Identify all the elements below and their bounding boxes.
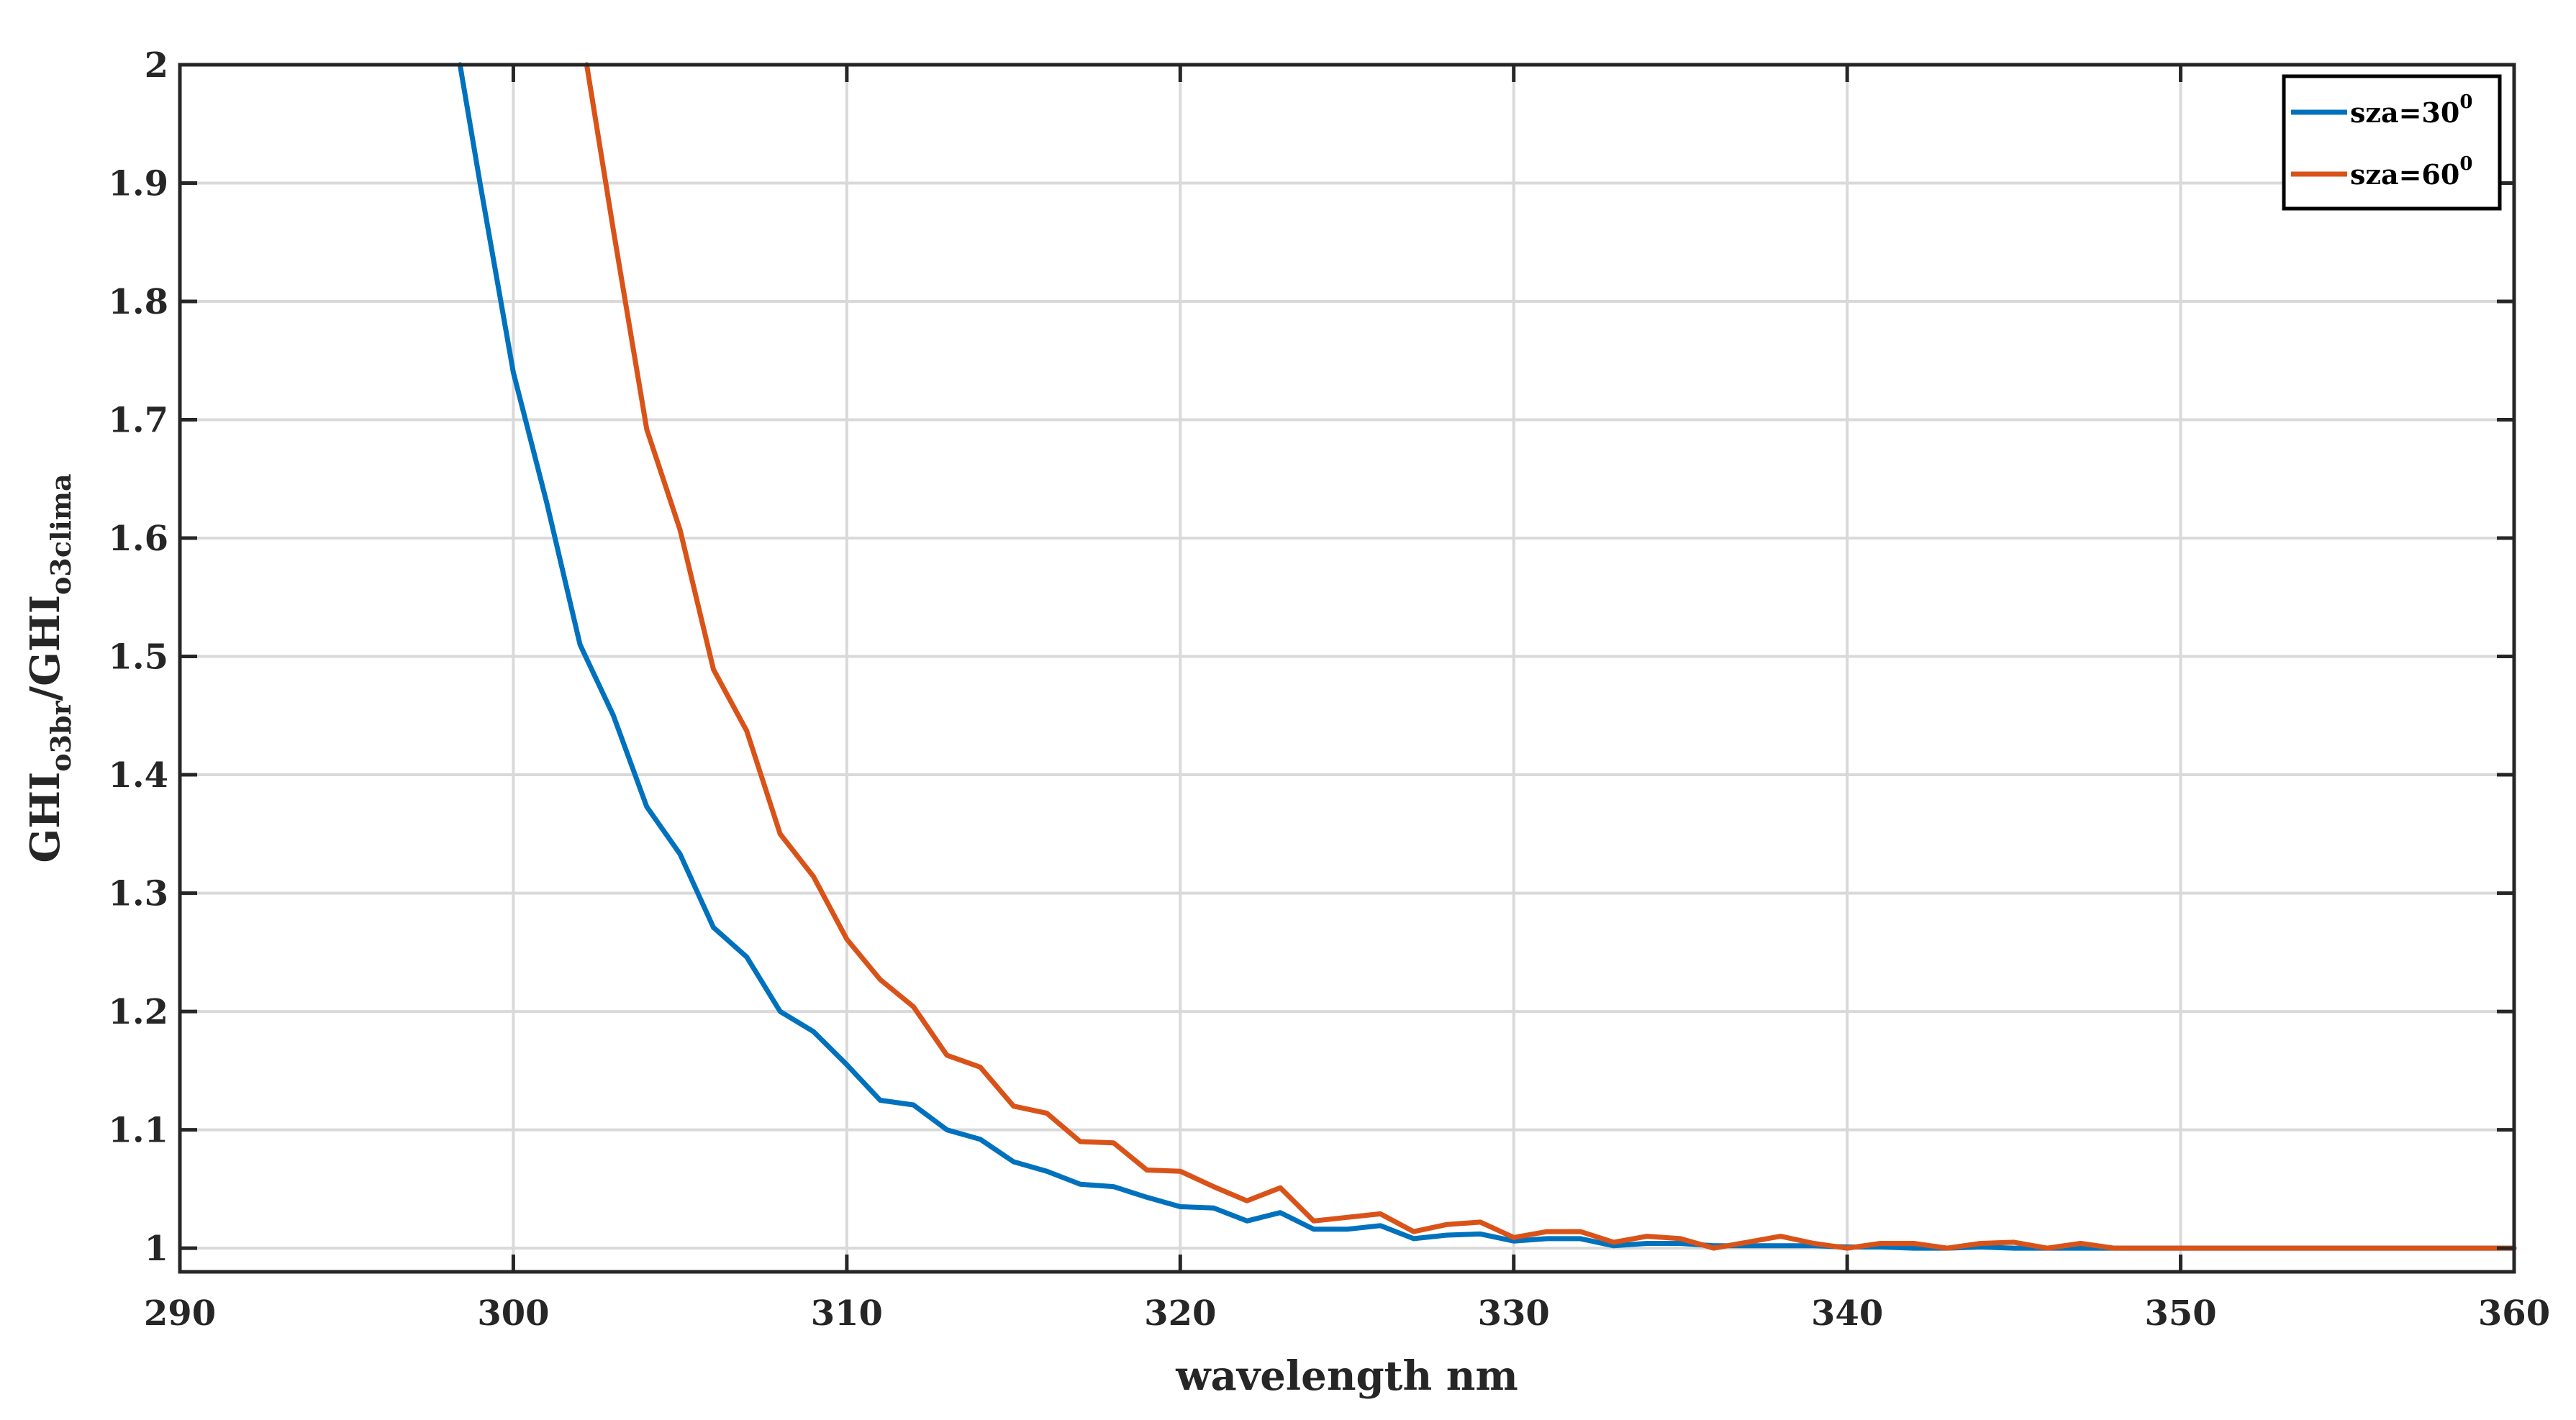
legend-label-sza30: sza=300 xyxy=(2350,91,2472,129)
x-tick-label: 360 xyxy=(2478,1293,2550,1334)
y-tick-label: 2 xyxy=(145,45,168,86)
ticks xyxy=(178,63,2516,1272)
x-tick-labels: 290 300 310 320 330 340 350 360 xyxy=(144,1293,2550,1334)
series-layer xyxy=(457,62,2517,1251)
x-tick-label: 350 xyxy=(2144,1293,2216,1334)
x-tick-label: 340 xyxy=(1811,1293,1883,1334)
y-axis-title-sub1: o3br xyxy=(45,700,77,771)
x-axis-title: wavelength nm xyxy=(1175,1352,1518,1400)
y-tick-labels: 1 1.1 1.2 1.3 1.4 1.5 1.6 1.7 1.8 1.9 2 xyxy=(108,45,168,1269)
y-tick-label: 1.7 xyxy=(108,401,168,441)
y-axis-title: GHIo3br/GHIo3clima xyxy=(22,473,77,863)
legend-label-sza60-sup: 0 xyxy=(2459,153,2472,175)
legend: sza=300 sza=600 xyxy=(2282,74,2502,211)
x-tick-label: 330 xyxy=(1478,1293,1550,1334)
x-tick-label: 300 xyxy=(477,1293,549,1334)
y-tick-label: 1.3 xyxy=(108,874,168,914)
y-tick-label: 1 xyxy=(145,1229,168,1269)
y-axis-title-sep: /GHI xyxy=(22,595,69,701)
legend-box xyxy=(2282,74,2502,211)
y-tick-label: 1.9 xyxy=(108,164,168,204)
y-tick-label: 1.4 xyxy=(108,755,168,796)
y-axis-title-main: GHI xyxy=(22,772,69,863)
legend-label-sza60-text: sza=60 xyxy=(2350,158,2459,191)
y-axis-title-group: GHIo3br/GHIo3clima xyxy=(22,473,77,863)
axes-frame xyxy=(178,63,2516,1274)
plot-background xyxy=(180,65,2514,1272)
grid xyxy=(180,65,2514,1272)
x-tick-label: 310 xyxy=(811,1293,883,1334)
y-tick-label: 1.1 xyxy=(108,1111,168,1151)
y-tick-label: 1.8 xyxy=(108,282,168,322)
y-tick-label: 1.5 xyxy=(108,637,168,678)
x-tick-label: 290 xyxy=(144,1293,216,1334)
y-tick-label: 1.6 xyxy=(108,519,168,559)
legend-label-sza30-text: sza=30 xyxy=(2350,96,2459,129)
legend-label-sza60: sza=600 xyxy=(2350,153,2472,191)
legend-label-sza30-sup: 0 xyxy=(2459,91,2472,113)
series-line-1 xyxy=(584,62,2517,1251)
y-axis-title-sub2: o3clima xyxy=(45,473,77,595)
y-tick-label: 1.2 xyxy=(108,992,168,1032)
x-tick-label: 320 xyxy=(1144,1293,1216,1334)
